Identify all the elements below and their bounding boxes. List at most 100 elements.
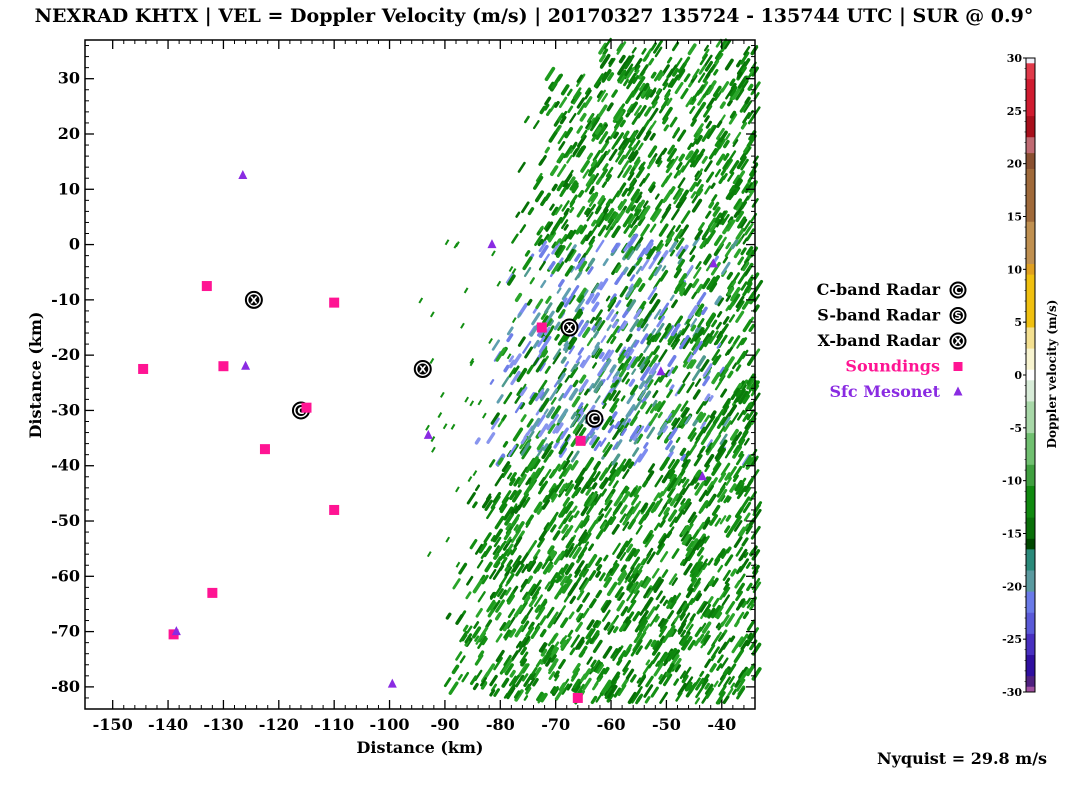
velocity-speckle [731,435,740,446]
soundings-marker [536,322,547,333]
velocity-speckle [737,216,747,229]
colorbar-segment [1026,338,1035,344]
velocity-speckle [519,551,530,565]
velocity-speckle [620,504,628,515]
velocity-speckle [569,194,578,206]
velocity-speckle [665,231,675,244]
velocity-speckle [722,159,731,170]
velocity-speckle [703,253,712,265]
velocity-speckle [742,611,749,620]
velocity-speckle [622,667,629,676]
velocity-speckle [723,495,730,504]
velocity-speckle [697,318,705,328]
velocity-speckle [733,648,745,664]
velocity-speckle [729,78,736,86]
velocity-speckle [544,96,552,106]
velocity-speckle [591,301,600,313]
velocity-speckle [570,266,576,273]
velocity-speckle [525,514,534,526]
y-tick-label: -50 [51,511,80,530]
velocity-speckle [716,153,726,166]
velocity-speckle [659,595,666,604]
velocity-speckle [745,561,752,569]
velocity-speckle [745,246,754,256]
x-tick-label: -90 [430,715,459,734]
velocity-speckle [694,637,701,647]
velocity-speckle [455,561,461,568]
velocity-speckle [741,537,749,547]
colorbar-segment [1026,512,1035,519]
velocity-speckle [565,483,575,497]
velocity-speckle [561,287,572,301]
velocity-speckle [733,445,740,454]
velocity-speckle [691,278,700,289]
velocity-speckle [702,519,711,530]
velocity-speckle [599,278,609,291]
velocity-speckle [611,523,620,535]
velocity-speckle [626,589,635,602]
velocity-speckle [658,625,668,638]
velocity-speckle [492,491,502,504]
velocity-speckle [582,169,590,179]
colorbar-segment [1026,491,1035,497]
velocity-speckle [703,634,710,643]
velocity-speckle [533,175,544,190]
velocity-speckle [710,434,722,449]
velocity-speckle [516,387,523,396]
velocity-speckle [587,519,598,534]
velocity-speckle [482,412,487,419]
velocity-speckle [510,546,517,556]
velocity-speckle [647,145,658,158]
velocity-speckle [643,442,649,449]
velocity-speckle [653,578,664,593]
velocity-speckle [527,207,535,216]
velocity-speckle [542,562,552,575]
velocity-speckle [699,500,709,513]
velocity-speckle [643,130,652,141]
velocity-speckle [557,112,565,122]
velocity-speckle [524,346,534,359]
velocity-speckle [730,682,736,689]
velocity-speckle [628,378,636,387]
velocity-speckle [563,295,573,308]
velocity-speckle [622,521,630,532]
velocity-speckle [645,675,654,688]
velocity-speckle [561,110,568,119]
velocity-speckle [575,621,583,633]
velocity-speckle [494,612,502,621]
velocity-speckle [488,337,493,344]
velocity-speckle [547,564,554,573]
velocity-speckle [538,397,550,413]
velocity-speckle [599,467,609,481]
velocity-speckle [628,461,635,469]
velocity-speckle [545,406,555,419]
velocity-speckle [604,507,613,518]
velocity-speckle [494,473,505,487]
velocity-speckle [580,159,590,173]
velocity-speckle [558,460,567,472]
velocity-speckle [605,166,614,178]
velocity-speckle [514,490,520,497]
velocity-speckle [688,682,698,694]
velocity-speckle [651,100,658,109]
velocity-speckle [695,568,703,578]
velocity-speckle [740,158,749,171]
velocity-speckle [658,673,663,680]
velocity-speckle [554,674,560,682]
velocity-speckle [579,359,586,367]
velocity-speckle [585,628,594,640]
velocity-speckle [625,90,636,105]
velocity-speckle [625,203,633,214]
velocity-speckle [680,529,690,542]
velocity-speckle [547,634,557,647]
velocity-speckle [714,295,723,306]
colorbar-segment [1026,501,1035,508]
velocity-speckle [746,382,752,390]
velocity-speckle [746,457,753,466]
velocity-speckle [551,262,560,275]
velocity-speckle [745,389,752,398]
velocity-speckle [715,216,724,228]
velocity-speckle [619,551,627,561]
velocity-speckle [633,631,642,644]
velocity-speckle [669,294,675,301]
